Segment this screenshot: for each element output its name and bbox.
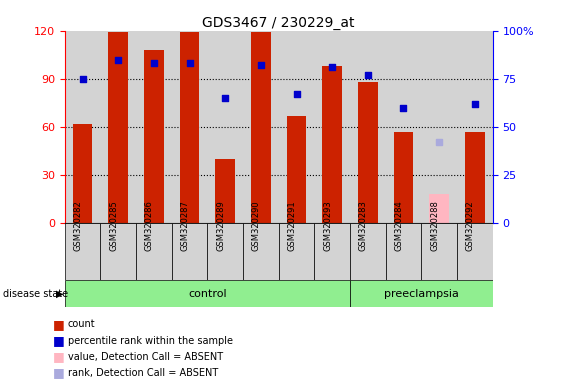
Bar (65, 280, 350, 307)
Bar (279, 31, 314, 223)
Bar (180, 32, 199, 223)
Bar (386, 223, 421, 280)
Point (185, 60, 194, 66)
Text: GSM320289: GSM320289 (216, 200, 225, 251)
Bar (100, 223, 136, 280)
Bar (65, 223, 100, 280)
Bar (144, 50, 164, 223)
Bar (465, 132, 485, 223)
Bar (358, 82, 378, 223)
Text: count: count (68, 319, 95, 329)
Bar (421, 223, 457, 280)
Bar (207, 223, 243, 280)
Text: ■: ■ (53, 318, 65, 331)
Bar (421, 31, 457, 223)
Point (363, 72, 372, 78)
Text: ■: ■ (53, 334, 65, 347)
Text: GSM320291: GSM320291 (288, 200, 297, 251)
Text: GSM320288: GSM320288 (430, 200, 439, 251)
Text: GSM320292: GSM320292 (466, 200, 475, 251)
Point (328, 64, 337, 70)
Bar (243, 31, 279, 223)
Point (399, 104, 408, 111)
Bar (287, 116, 306, 223)
Bar (73, 124, 92, 223)
Text: preeclampsia: preeclampsia (384, 289, 459, 299)
Text: GSM320290: GSM320290 (252, 200, 261, 251)
Bar (457, 223, 493, 280)
Bar (394, 132, 413, 223)
Text: rank, Detection Call = ABSENT: rank, Detection Call = ABSENT (68, 368, 218, 378)
Bar (350, 31, 386, 223)
Bar (207, 31, 243, 223)
Bar (100, 31, 136, 223)
Point (470, 101, 479, 107)
Text: GSM320293: GSM320293 (323, 200, 332, 251)
Bar (323, 66, 342, 223)
Point (435, 139, 444, 145)
Point (149, 60, 158, 66)
Bar (314, 223, 350, 280)
Point (221, 95, 230, 101)
Bar (350, 223, 386, 280)
Bar (243, 223, 279, 280)
Bar (251, 32, 271, 223)
Bar (136, 223, 172, 280)
Bar (350, 280, 493, 307)
Text: control: control (188, 289, 227, 299)
Point (292, 91, 301, 97)
Point (256, 62, 265, 68)
Bar (109, 32, 128, 223)
Bar (386, 31, 421, 223)
Bar (314, 31, 350, 223)
Text: ■: ■ (53, 366, 65, 379)
Text: GSM320286: GSM320286 (145, 200, 154, 251)
Bar (172, 31, 207, 223)
Point (114, 56, 123, 63)
Bar (65, 31, 100, 223)
Text: ■: ■ (53, 350, 65, 363)
Bar (216, 159, 235, 223)
Bar (430, 194, 449, 223)
Text: GSM320285: GSM320285 (109, 200, 118, 251)
Bar (279, 223, 314, 280)
Bar (172, 223, 207, 280)
Text: percentile rank within the sample: percentile rank within the sample (68, 336, 233, 346)
Bar (457, 31, 493, 223)
Text: GSM320283: GSM320283 (359, 200, 368, 251)
Bar (136, 31, 172, 223)
Text: GSM320287: GSM320287 (181, 200, 190, 251)
Point (78, 76, 87, 82)
Title: GDS3467 / 230229_at: GDS3467 / 230229_at (203, 16, 355, 30)
Text: GSM320284: GSM320284 (395, 200, 404, 251)
Text: ▶: ▶ (56, 289, 64, 299)
Text: disease state: disease state (3, 289, 68, 299)
Text: GSM320282: GSM320282 (74, 200, 83, 251)
Text: value, Detection Call = ABSENT: value, Detection Call = ABSENT (68, 352, 223, 362)
